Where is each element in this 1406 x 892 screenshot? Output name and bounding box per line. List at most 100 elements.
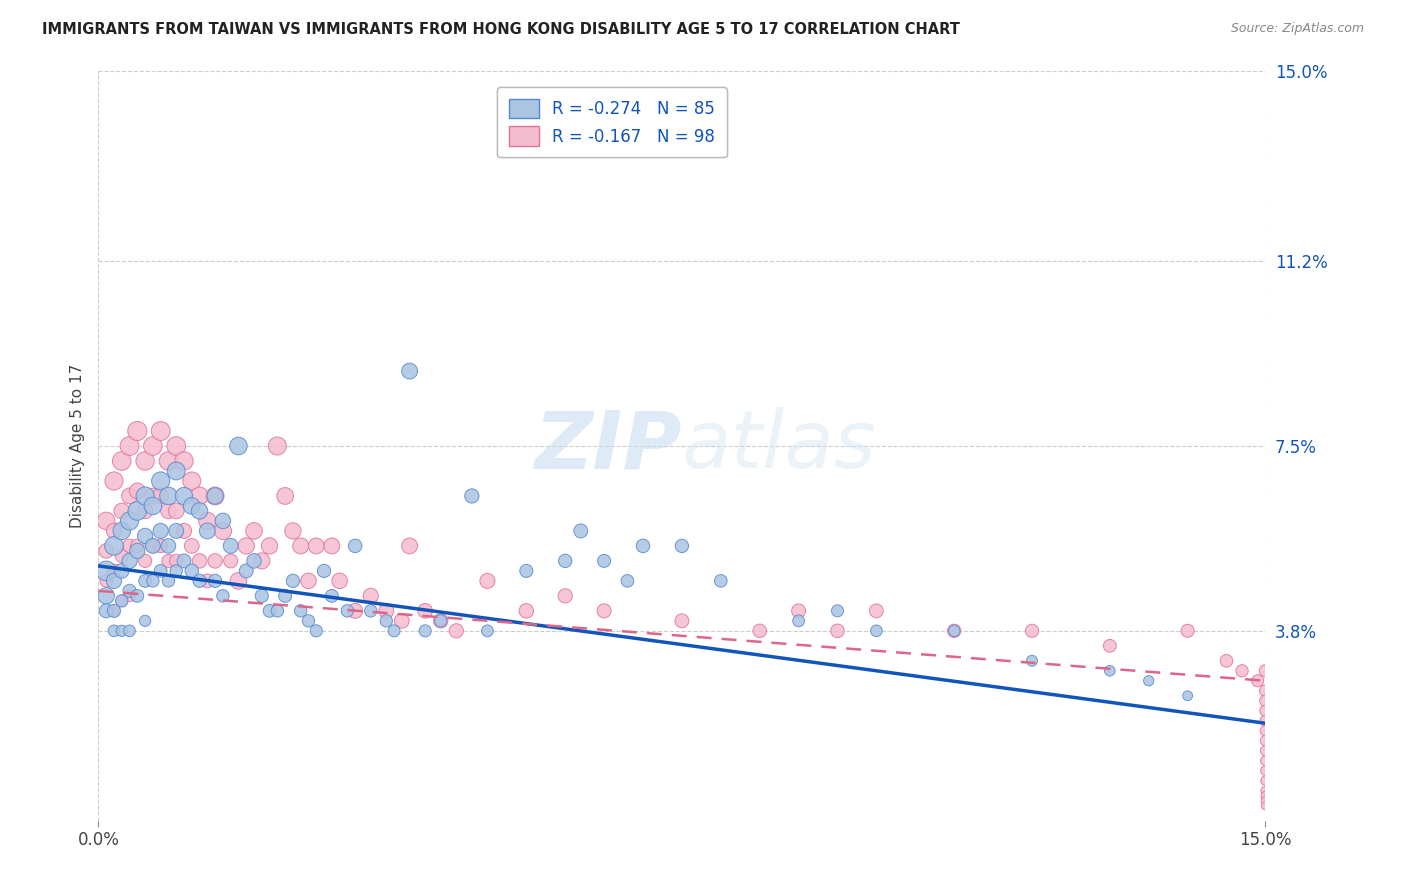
Point (157, 574, 180, 588)
Point (96, 564, 118, 578)
Y-axis label: Disability Age 5 to 17: Disability Age 5 to 17 (69, 364, 84, 528)
Point (127, 544, 149, 558)
Point (111, 504, 134, 518)
Point (1021, 624, 1043, 638)
Point (195, 514, 218, 528)
Point (103, 604, 125, 618)
Point (173, 524, 195, 538)
Point (142, 539, 165, 553)
Point (631, 539, 654, 553)
Point (360, 589, 382, 603)
Point (134, 504, 156, 518)
Point (321, 589, 343, 603)
Point (250, 589, 273, 603)
Point (1254, 683, 1277, 698)
Point (243, 554, 266, 568)
Point (290, 604, 312, 618)
Point (118, 589, 141, 603)
Point (360, 604, 382, 618)
Point (165, 504, 187, 518)
Point (1021, 654, 1043, 668)
Text: ZIP: ZIP (534, 407, 682, 485)
Point (281, 524, 304, 538)
Point (219, 539, 242, 553)
Point (1246, 673, 1268, 688)
Point (111, 454, 134, 468)
Point (195, 574, 218, 588)
Point (593, 604, 616, 618)
Text: IMMIGRANTS FROM TAIWAN VS IMMIGRANTS FROM HONG KONG DISABILITY AGE 5 TO 17 CORRE: IMMIGRANTS FROM TAIWAN VS IMMIGRANTS FRO… (42, 22, 960, 37)
Point (134, 529, 156, 543)
Point (616, 574, 638, 588)
Point (134, 489, 156, 503)
Point (118, 554, 141, 568)
Point (375, 614, 398, 628)
Point (943, 624, 966, 638)
Point (212, 524, 235, 538)
Point (243, 524, 266, 538)
Point (1254, 783, 1277, 797)
Point (180, 499, 202, 513)
Point (118, 514, 141, 528)
Point (103, 574, 125, 588)
Point (569, 524, 592, 538)
Point (413, 624, 436, 638)
Point (429, 614, 451, 628)
Point (1254, 704, 1277, 718)
Point (1254, 798, 1277, 813)
Point (554, 589, 576, 603)
Point (297, 574, 319, 588)
Point (1254, 764, 1277, 778)
Point (329, 574, 352, 588)
Point (103, 474, 125, 488)
Point (118, 439, 141, 453)
Point (142, 499, 165, 513)
Point (127, 483, 149, 498)
Point (1254, 664, 1277, 678)
Point (1254, 723, 1277, 738)
Point (188, 489, 211, 503)
Point (134, 454, 156, 468)
Point (96, 544, 118, 558)
Point (111, 564, 134, 578)
Point (180, 474, 202, 488)
Text: atlas: atlas (682, 407, 877, 485)
Point (149, 539, 172, 553)
Point (344, 539, 367, 553)
Point (1230, 664, 1253, 678)
Point (1254, 794, 1277, 808)
Point (111, 594, 134, 608)
Point (865, 624, 887, 638)
Point (212, 589, 235, 603)
Point (142, 489, 165, 503)
Point (118, 583, 141, 598)
Point (413, 604, 436, 618)
Point (787, 614, 810, 628)
Point (96, 589, 118, 603)
Point (134, 614, 156, 628)
Point (1098, 664, 1121, 678)
Point (157, 489, 180, 503)
Point (1098, 639, 1121, 653)
Point (305, 624, 328, 638)
Point (173, 489, 195, 503)
Point (235, 564, 257, 578)
Text: Source: ZipAtlas.com: Source: ZipAtlas.com (1230, 22, 1364, 36)
Point (96, 514, 118, 528)
Point (212, 514, 235, 528)
Point (180, 564, 202, 578)
Point (259, 604, 281, 618)
Point (321, 539, 343, 553)
Point (127, 589, 149, 603)
Point (165, 554, 187, 568)
Point (382, 624, 405, 638)
Point (149, 424, 172, 438)
Point (228, 439, 250, 453)
Point (157, 504, 180, 518)
Point (149, 524, 172, 538)
Point (375, 604, 398, 618)
Point (134, 574, 156, 588)
Point (103, 564, 125, 578)
Point (477, 624, 499, 638)
Point (204, 489, 226, 503)
